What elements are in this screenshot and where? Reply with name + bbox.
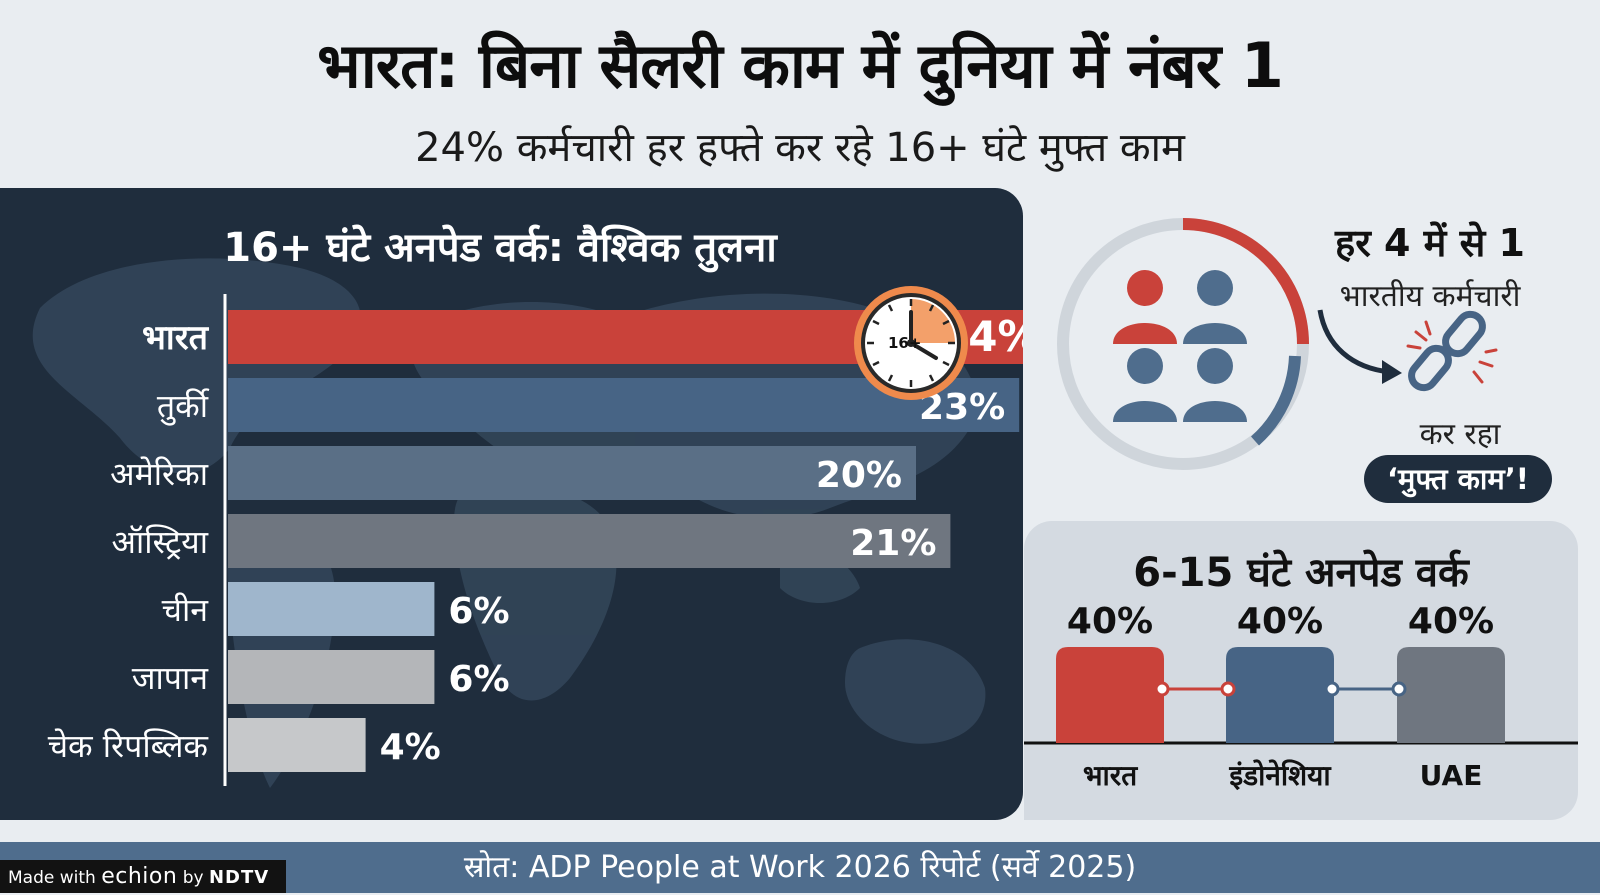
person-icon bbox=[1183, 348, 1247, 422]
broken-chain-icon bbox=[1396, 306, 1508, 396]
chart-title-global: 16+ घंटे अनपेड वर्क: वैश्विक तुलना bbox=[223, 225, 777, 271]
mid-hours-bar-chart: 40% भारत 40% इंडोनेशिया 40% UAE bbox=[1024, 601, 1578, 792]
value-label: 6% bbox=[448, 591, 509, 632]
category-label: अमेरिका bbox=[110, 455, 209, 493]
category-label: ऑस्ट्रिया bbox=[112, 523, 209, 561]
global-bar-chart: भारत24%तुर्की23%अमेरिका20%ऑस्ट्रिया21%ची… bbox=[48, 294, 1023, 786]
category-label: चीन bbox=[162, 591, 210, 629]
free-work-badge: ‘मुफ्त काम’! bbox=[1364, 455, 1552, 503]
source-text: स्रोत: ADP People at Work 2026 रिपोर्ट (… bbox=[463, 850, 1137, 885]
connector-dot bbox=[1391, 681, 1407, 697]
mid-hours-panel: 6-15 घंटे अनपेड वर्क 40% भारत 40% इंडोनेशिय… bbox=[1024, 521, 1578, 820]
category-label: तुर्की bbox=[157, 387, 210, 426]
mini-category-label: इंडोनेशिया bbox=[1228, 759, 1332, 792]
doing-text: कर रहा bbox=[1419, 417, 1501, 452]
bar-6 bbox=[228, 718, 366, 772]
bar-2 bbox=[228, 446, 916, 500]
watermark-by: by bbox=[182, 868, 204, 888]
mini-category-label: UAE bbox=[1420, 759, 1483, 792]
category-label: चेक रिपब्लिक bbox=[48, 727, 210, 765]
bar-3 bbox=[228, 514, 951, 568]
watermark-badge[interactable]: Made with echion by NDTV bbox=[0, 860, 286, 893]
mini-bar-1 bbox=[1226, 647, 1334, 743]
person-icon bbox=[1113, 348, 1177, 422]
category-label: जापान bbox=[132, 659, 209, 697]
connector-dot bbox=[1324, 681, 1340, 697]
bar-5 bbox=[228, 650, 435, 704]
mini-value-label: 40% bbox=[1067, 601, 1153, 642]
mini-category-label: भारत bbox=[1083, 759, 1138, 792]
curved-arrow-icon bbox=[1312, 306, 1412, 388]
chart-title-mid-hours: 6-15 घंटे अनपेड वर्क bbox=[1133, 550, 1469, 596]
person-icon bbox=[1183, 270, 1247, 344]
ring-highlight-segment bbox=[1182, 218, 1309, 345]
page-subtitle: 24% कर्मचारी हर हफ्ते कर रहे 16+ घंटे मु… bbox=[415, 125, 1185, 171]
bar-4 bbox=[228, 582, 435, 636]
ratio-headline: हर 4 में से 1 bbox=[1335, 221, 1525, 265]
one-in-four-ring bbox=[1055, 216, 1311, 472]
ratio-text-block: हर 4 में से 1 भारतीय कर्मचारी bbox=[1300, 216, 1560, 315]
value-label: 21% bbox=[850, 523, 936, 564]
watermark-brand: echion bbox=[101, 864, 178, 889]
mini-bar-2 bbox=[1397, 647, 1505, 743]
value-label: 6% bbox=[448, 659, 509, 700]
watermark-ndtv-logo: NDTV bbox=[208, 867, 270, 888]
category-label: भारत bbox=[142, 318, 210, 358]
connector-dot bbox=[1154, 681, 1170, 697]
person-icon-highlighted bbox=[1113, 270, 1177, 344]
mini-value-label: 40% bbox=[1408, 601, 1494, 642]
global-comparison-panel: 16+ घंटे अनपेड वर्क: वैश्विक तुलना भारत 2… bbox=[0, 188, 1023, 820]
page-title: भारत: बिना सैलरी काम में दुनिया में नंबर… bbox=[317, 29, 1284, 102]
value-label: 20% bbox=[816, 455, 902, 496]
value-label: 4% bbox=[380, 727, 441, 768]
clock-label: 16+ bbox=[888, 334, 921, 352]
watermark-made-with: Made with bbox=[8, 868, 96, 888]
mini-value-label: 40% bbox=[1237, 601, 1323, 642]
connector-dot bbox=[1220, 681, 1236, 697]
ratio-subline: भारतीय कर्मचारी bbox=[1339, 279, 1521, 314]
clock-icon: 16+ bbox=[852, 284, 970, 402]
mini-bar-0 bbox=[1056, 647, 1164, 743]
